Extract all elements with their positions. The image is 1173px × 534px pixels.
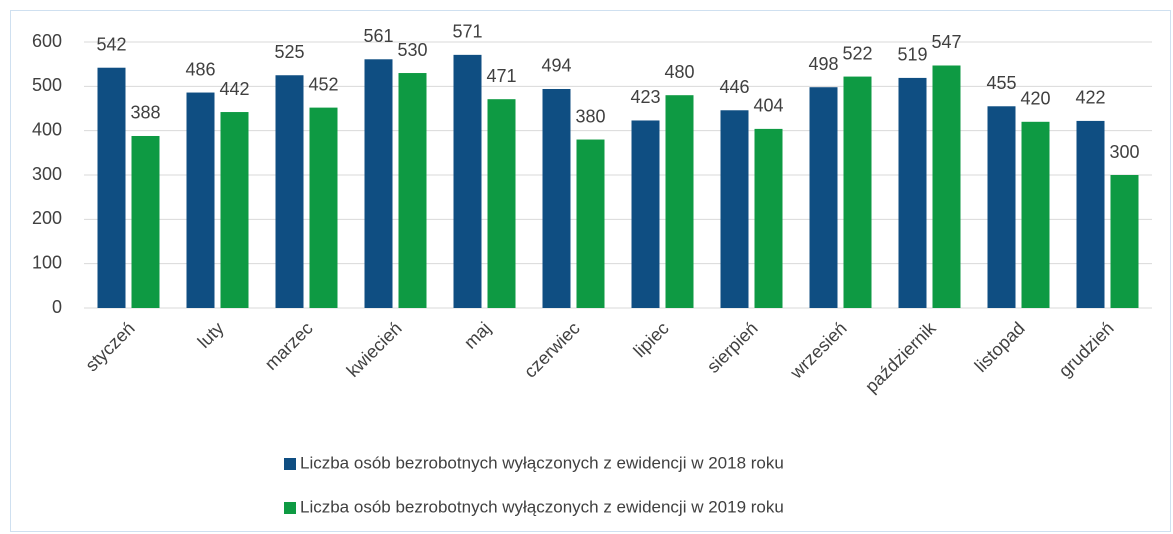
value-label: 423 — [630, 87, 660, 107]
value-label: 480 — [664, 62, 694, 82]
bar — [1021, 121, 1050, 308]
bar — [809, 87, 838, 308]
legend-label: Liczba osób bezrobotnych wyłączonych z e… — [300, 453, 784, 472]
bar — [487, 99, 516, 308]
legend-label: Liczba osób bezrobotnych wyłączonych z e… — [300, 497, 784, 516]
y-tick-label: 0 — [52, 297, 62, 317]
bar — [275, 75, 304, 308]
value-label: 530 — [397, 40, 427, 60]
value-label: 380 — [575, 106, 605, 126]
value-label: 300 — [1109, 142, 1139, 162]
legend-swatch — [284, 458, 296, 470]
bar — [1110, 175, 1139, 308]
bar — [932, 65, 961, 308]
bar — [631, 120, 660, 308]
value-label: 422 — [1075, 88, 1105, 108]
y-tick-label: 600 — [32, 31, 62, 51]
bar — [1076, 120, 1105, 308]
value-label: 471 — [486, 66, 516, 86]
bar — [97, 67, 126, 308]
value-label: 519 — [897, 45, 927, 65]
bar — [987, 106, 1016, 309]
bar — [453, 54, 482, 309]
value-label: 442 — [219, 79, 249, 99]
value-label: 525 — [274, 42, 304, 62]
legend-swatch — [284, 502, 296, 514]
value-label: 452 — [308, 74, 338, 94]
value-label: 571 — [452, 22, 482, 42]
value-label: 446 — [719, 77, 749, 97]
bar — [665, 95, 694, 308]
y-tick-label: 200 — [32, 208, 62, 228]
bar — [309, 107, 338, 308]
bar — [576, 139, 605, 308]
bar — [843, 76, 872, 308]
bar — [398, 73, 427, 309]
bar — [131, 135, 160, 308]
y-tick-label: 500 — [32, 75, 62, 95]
value-label: 486 — [185, 59, 215, 79]
value-label: 455 — [986, 73, 1016, 93]
bar — [220, 112, 249, 309]
value-label: 522 — [842, 43, 872, 63]
value-label: 498 — [808, 54, 838, 74]
bar — [364, 59, 393, 308]
y-tick-label: 400 — [32, 119, 62, 139]
y-tick-label: 100 — [32, 252, 62, 272]
value-label: 420 — [1020, 89, 1050, 109]
bar — [898, 77, 927, 308]
value-label: 404 — [753, 96, 783, 116]
value-label: 561 — [363, 26, 393, 46]
y-tick-label: 300 — [32, 164, 62, 184]
bar — [186, 92, 215, 308]
bar — [720, 110, 749, 308]
value-label: 494 — [541, 56, 571, 76]
value-label: 547 — [931, 32, 961, 52]
bar — [754, 128, 783, 308]
value-label: 388 — [130, 103, 160, 123]
value-label: 542 — [96, 34, 126, 54]
bar — [542, 88, 571, 308]
